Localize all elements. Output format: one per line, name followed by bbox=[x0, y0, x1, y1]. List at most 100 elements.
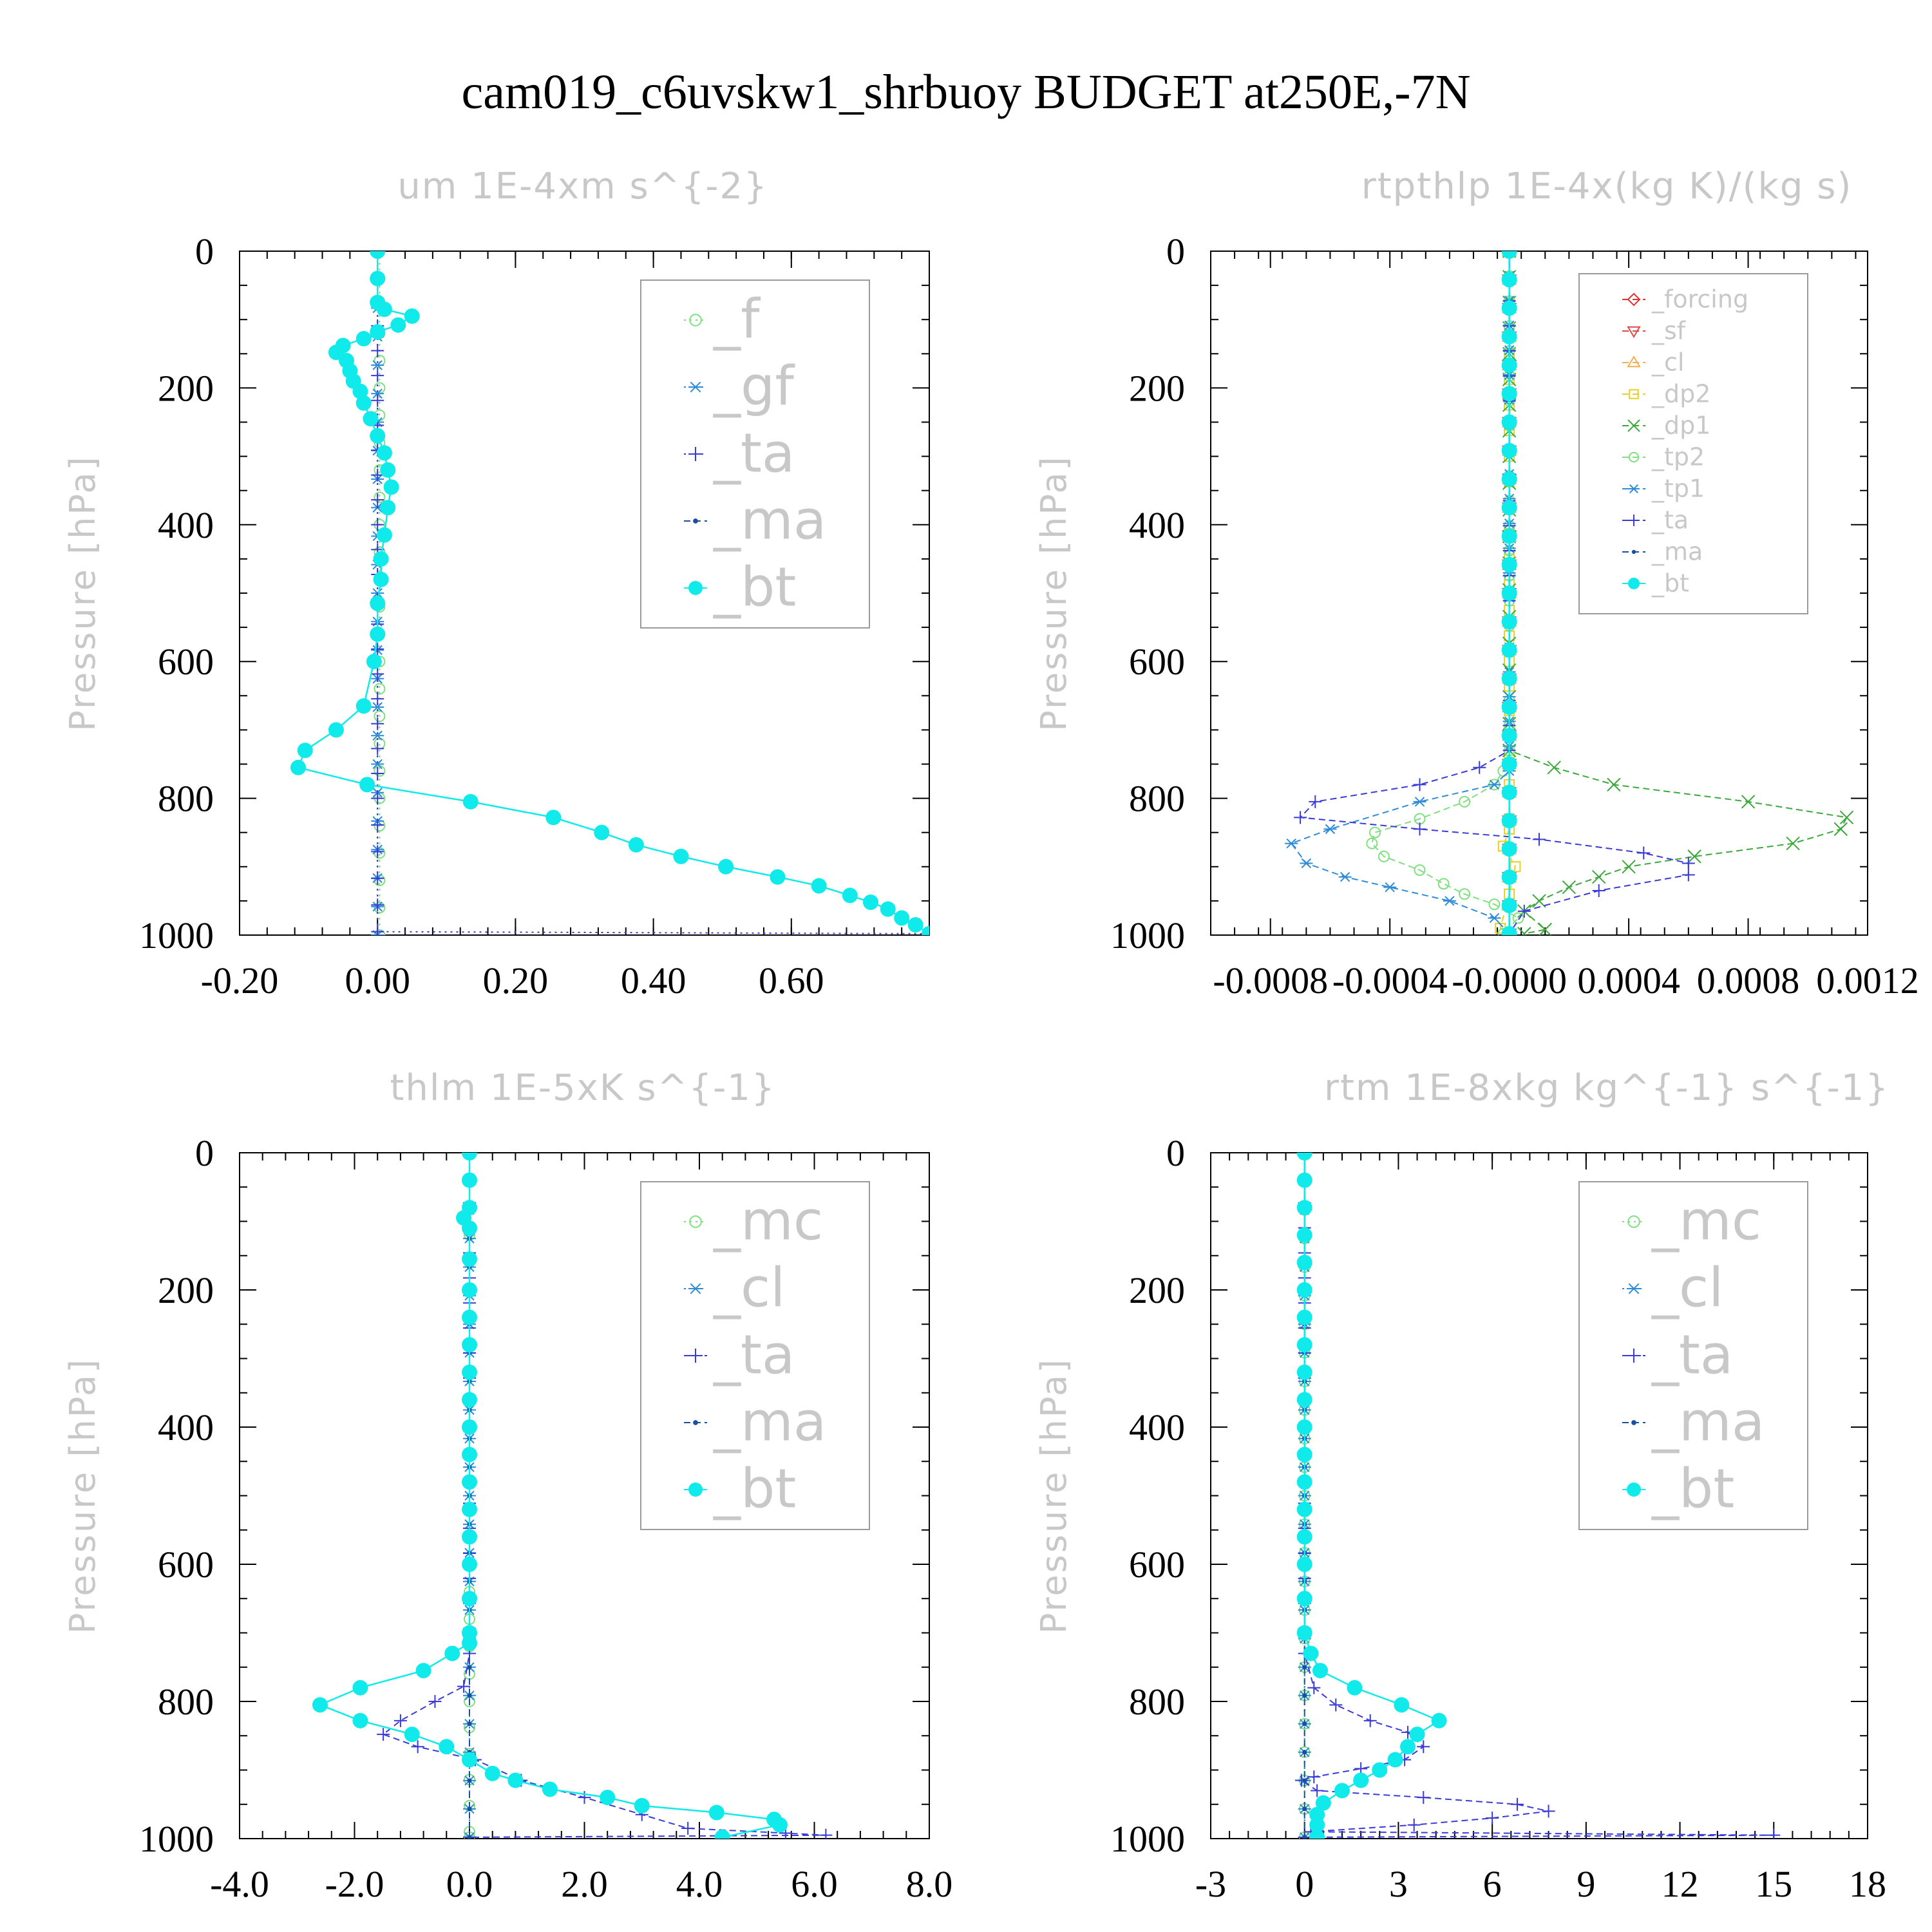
legend-label: _mc bbox=[1651, 1189, 1761, 1253]
data-point-marker bbox=[1347, 1680, 1363, 1696]
data-point-marker bbox=[411, 1740, 424, 1754]
y-tick-label: 0 bbox=[195, 231, 214, 272]
legend-box bbox=[640, 1181, 870, 1530]
data-point-marker bbox=[1517, 927, 1531, 935]
data-point-marker bbox=[1296, 1227, 1312, 1243]
data-point-marker bbox=[462, 1752, 477, 1768]
legend-item: _forcing bbox=[1622, 285, 1748, 314]
x-tick-label: 18 bbox=[1849, 1863, 1886, 1905]
series-line bbox=[1290, 251, 1510, 934]
data-point-marker bbox=[373, 551, 389, 567]
data-point-marker bbox=[922, 925, 929, 935]
legend-item: _bt bbox=[1622, 1457, 1734, 1520]
data-point-marker bbox=[1400, 1739, 1416, 1755]
legend-item: _ma bbox=[684, 489, 826, 552]
data-point-marker bbox=[371, 344, 384, 357]
data-point-marker bbox=[1296, 1392, 1312, 1408]
data-point-marker bbox=[1681, 857, 1695, 870]
x-tick-label: 4.0 bbox=[676, 1863, 723, 1905]
legend-item: _ma bbox=[1622, 538, 1703, 566]
data-point-marker bbox=[1302, 1806, 1307, 1812]
data-point-marker bbox=[1302, 1835, 1307, 1839]
data-point-marker bbox=[1414, 864, 1426, 876]
data-point-marker bbox=[1622, 860, 1636, 874]
data-point-marker bbox=[1501, 442, 1517, 459]
data-point-marker bbox=[1501, 756, 1517, 772]
data-point-marker bbox=[1501, 414, 1517, 430]
y-tick-label: 800 bbox=[1129, 778, 1185, 820]
legend-item: _ma bbox=[684, 1390, 826, 1454]
data-point-marker bbox=[1309, 795, 1322, 808]
data-point-marker bbox=[383, 479, 399, 495]
x-tick-label: 0.20 bbox=[483, 960, 549, 1001]
series-line bbox=[1300, 1153, 1774, 1838]
data-point-marker bbox=[1547, 761, 1561, 775]
data-point-marker bbox=[467, 1835, 472, 1839]
legend-marker bbox=[689, 314, 702, 327]
data-point-marker bbox=[1296, 1172, 1312, 1188]
data-point-marker bbox=[1296, 1337, 1312, 1353]
data-point-marker bbox=[462, 1251, 477, 1267]
data-point-marker bbox=[462, 793, 478, 810]
x-tick-label: 6 bbox=[1483, 1863, 1502, 1905]
data-point-marker bbox=[578, 1791, 591, 1804]
x-tick-label: 0 bbox=[1295, 1863, 1314, 1905]
plot-frame bbox=[1210, 251, 1868, 936]
x-tick-label: 3 bbox=[1389, 1863, 1408, 1905]
legend-marker bbox=[1627, 292, 1641, 307]
data-point-marker bbox=[363, 411, 379, 427]
legend-label: _mc bbox=[713, 1189, 823, 1253]
x-tick-label: -0.0000 bbox=[1452, 960, 1567, 1001]
legend-item: _cl bbox=[684, 1256, 786, 1320]
data-point-marker bbox=[708, 1804, 724, 1821]
data-point-marker bbox=[634, 1797, 650, 1814]
legend-marker bbox=[688, 1482, 703, 1497]
plot-area bbox=[1294, 1153, 1781, 1839]
data-point-marker bbox=[355, 330, 372, 346]
legend-marker bbox=[693, 518, 698, 524]
data-point-marker bbox=[374, 710, 386, 723]
data-point-marker bbox=[484, 1765, 500, 1781]
legend-box bbox=[1578, 273, 1808, 614]
data-point-marker bbox=[328, 722, 344, 738]
data-point-marker bbox=[1300, 858, 1313, 869]
x-tick-label: -3 bbox=[1195, 1863, 1226, 1905]
data-point-marker bbox=[457, 1680, 471, 1693]
data-point-marker bbox=[290, 759, 307, 775]
data-point-marker bbox=[1296, 1255, 1312, 1271]
legend-label: _gf bbox=[713, 355, 795, 418]
legend-marker bbox=[1627, 1349, 1641, 1363]
y-tick-label: 600 bbox=[1129, 1544, 1185, 1586]
data-point-marker bbox=[1501, 251, 1517, 259]
data-point-marker bbox=[370, 626, 386, 642]
y-tick-label: 1000 bbox=[139, 914, 214, 956]
data-point-marker bbox=[1409, 1727, 1425, 1743]
y-tick-label: 0 bbox=[195, 1132, 214, 1174]
data-point-marker bbox=[1542, 1804, 1555, 1818]
series-ta bbox=[371, 251, 929, 935]
panel-title: thlm 1E-5xK s^{-1} bbox=[390, 1067, 775, 1109]
data-point-marker bbox=[1443, 896, 1456, 906]
x-tick-label: 0.40 bbox=[621, 960, 687, 1001]
data-point-marker bbox=[1296, 1625, 1312, 1641]
y-tick-label: 600 bbox=[1129, 641, 1185, 683]
legend-label: _cl bbox=[1651, 348, 1684, 377]
legend-box bbox=[1578, 1181, 1808, 1530]
data-point-marker bbox=[1786, 836, 1800, 851]
data-point-marker bbox=[371, 791, 384, 805]
data-point-marker bbox=[1501, 728, 1517, 744]
data-point-marker bbox=[1296, 1446, 1312, 1463]
x-tick-label: 6.0 bbox=[791, 1863, 838, 1905]
data-point-marker bbox=[1307, 1681, 1321, 1694]
data-point-marker bbox=[1413, 822, 1426, 836]
data-point-marker bbox=[374, 737, 386, 750]
data-point-marker bbox=[374, 491, 386, 504]
y-axis-label: Pressure [hPa] bbox=[62, 455, 103, 731]
data-point-marker bbox=[1294, 811, 1307, 824]
data-point-marker bbox=[1296, 1153, 1312, 1160]
data-point-marker bbox=[1501, 869, 1517, 886]
legend-marker bbox=[689, 1215, 702, 1228]
legend-label: _cl bbox=[713, 1256, 786, 1320]
data-point-marker bbox=[374, 902, 386, 914]
data-point-marker bbox=[772, 1817, 788, 1833]
